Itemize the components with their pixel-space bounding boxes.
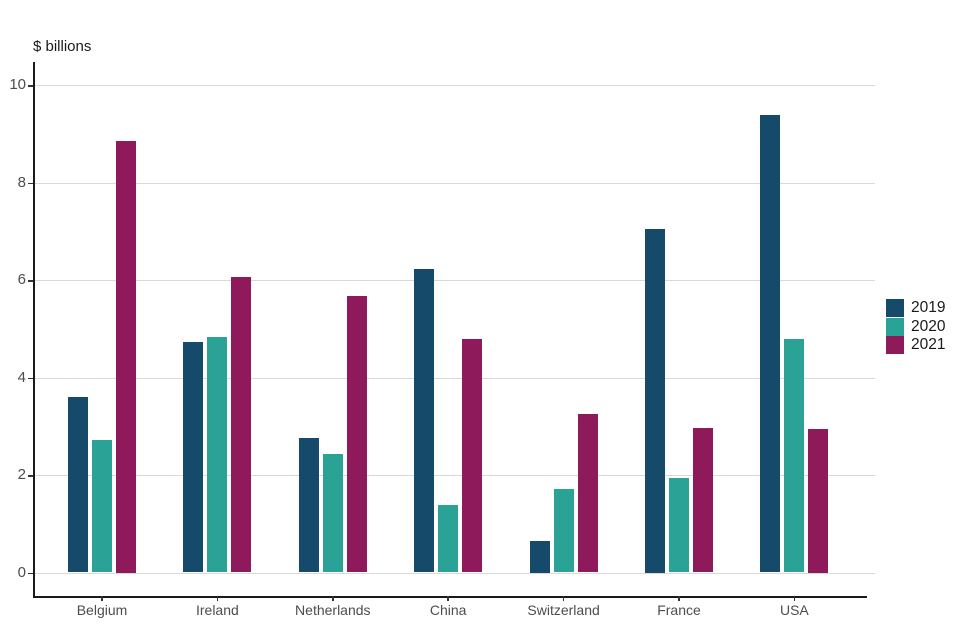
y-tick-2 — [28, 475, 33, 477]
bar-netherlands-2020 — [322, 453, 343, 573]
y-tick-10 — [28, 85, 33, 87]
y-tick-label-8: 8 — [17, 173, 26, 191]
bar-france-2020 — [669, 477, 689, 573]
x-tick-netherlands — [332, 596, 334, 601]
y-tick-label-4: 4 — [17, 368, 26, 386]
legend: 2019 2020 2021 — [886, 299, 945, 355]
bar-switzerland-2020 — [553, 488, 574, 573]
bar-france-2019 — [645, 228, 665, 573]
bar-france-2021 — [693, 427, 713, 573]
y-tick-label-6: 6 — [17, 271, 26, 288]
x-axis-label-switzerland: Switzerland — [527, 602, 600, 618]
y-tick-label-0: 0 — [17, 563, 26, 581]
x-tick-belgium — [101, 596, 103, 601]
legend-item-2020: 2020 — [886, 317, 946, 337]
x-axis-label-china: China — [429, 602, 467, 618]
bar-ireland-2020 — [207, 336, 228, 573]
bar-switzerland-2019 — [529, 540, 550, 573]
gridline-2 — [34, 475, 875, 476]
bar-belgium-2021 — [116, 141, 136, 573]
y-tick-label-2: 2 — [17, 466, 26, 483]
legend-swatch-2020 — [886, 317, 904, 336]
x-axis-line — [33, 596, 867, 598]
legend-item-2019: 2019 — [886, 299, 945, 318]
gridline-10 — [34, 85, 875, 86]
x-tick-france — [678, 596, 680, 601]
x-axis-label-belgium: Belgium — [76, 602, 128, 618]
y-tick-6 — [28, 280, 33, 282]
y-tick-0 — [28, 572, 33, 574]
y-tick-4 — [28, 377, 33, 379]
legend-item-2021: 2021 — [886, 336, 945, 355]
bar-china-2020 — [438, 505, 459, 573]
y-tick-label-10: 10 — [9, 76, 26, 93]
bar-belgium-2019 — [68, 396, 88, 573]
y-axis-line — [33, 62, 35, 596]
gridline-0 — [34, 572, 875, 574]
legend-swatch-2019 — [886, 299, 904, 318]
bar-ireland-2019 — [183, 342, 204, 573]
x-tick-ireland — [216, 596, 219, 601]
y-tick-8 — [28, 182, 33, 184]
gridline-4 — [34, 377, 875, 379]
x-axis-label-usa: USA — [779, 602, 809, 618]
bar-usa-2021 — [808, 428, 829, 573]
x-tick-china — [447, 596, 449, 601]
bar-china-2021 — [462, 339, 483, 573]
legend-label-2020: 2020 — [911, 317, 946, 335]
bar-netherlands-2021 — [346, 295, 367, 573]
legend-label-2021: 2021 — [911, 336, 946, 354]
x-tick-switzerland — [562, 596, 565, 601]
bar-usa-2020 — [784, 339, 805, 573]
x-axis-label-netherlands: Netherlands — [295, 602, 371, 618]
gridline-6 — [34, 280, 875, 281]
bar-usa-2019 — [760, 114, 781, 573]
x-tick-usa — [793, 596, 796, 601]
chart-title: $ billions — [33, 38, 92, 55]
bar-china-2019 — [414, 268, 435, 573]
bar-switzerland-2021 — [577, 413, 598, 573]
x-axis-label-ireland: Ireland — [195, 602, 239, 618]
bar-ireland-2021 — [231, 276, 252, 573]
gridline-8 — [34, 182, 875, 184]
legend-label-2019: 2019 — [911, 299, 946, 317]
bar-netherlands-2019 — [298, 437, 319, 573]
x-axis-label-france: France — [657, 602, 701, 618]
bar-belgium-2020 — [92, 439, 112, 573]
legend-swatch-2021 — [886, 336, 904, 355]
